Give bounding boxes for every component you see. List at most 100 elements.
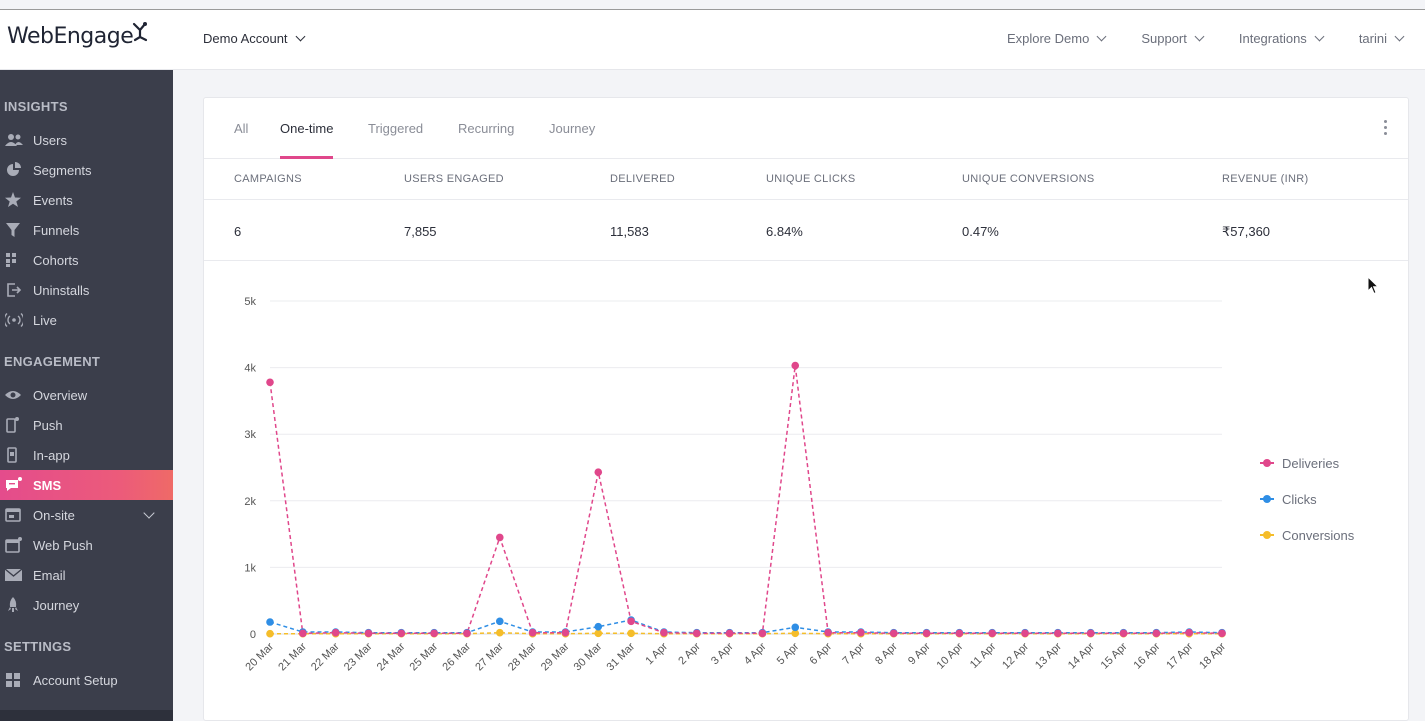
webengage-logo[interactable]: WebEngage	[7, 21, 149, 49]
stat-value-revenue: ₹57,360	[1222, 224, 1271, 239]
sidebar-item-push[interactable]: Push	[0, 410, 173, 440]
sidebar-item-email[interactable]: Email	[0, 560, 173, 590]
x-tick-label: 14 Apr	[1066, 640, 1097, 671]
data-point-deliveries[interactable]	[364, 629, 373, 638]
data-point-deliveries[interactable]	[430, 629, 438, 638]
data-point-deliveries[interactable]	[725, 629, 734, 638]
sidebar-item-label: On-site	[33, 507, 75, 523]
data-point-conversions[interactable]	[791, 629, 800, 638]
x-tick-label: 20 Mar	[243, 640, 276, 673]
data-point-deliveries[interactable]	[266, 378, 274, 387]
legend-item-conversions[interactable]: Conversions	[1260, 517, 1354, 553]
legend-label: Conversions	[1282, 527, 1355, 543]
data-point-deliveries[interactable]	[660, 628, 668, 637]
legend-item-clicks[interactable]: Clicks	[1260, 481, 1354, 517]
data-point-deliveries[interactable]	[758, 629, 767, 638]
more-options-icon[interactable]	[1384, 120, 1388, 135]
sidebar-item-web-push[interactable]: Web Push	[0, 530, 173, 560]
x-tick-label: 7 Apr	[840, 640, 867, 667]
data-point-deliveries[interactable]	[692, 629, 701, 638]
stat-value-campaigns: 6	[234, 224, 242, 239]
data-point-deliveries[interactable]	[627, 617, 635, 626]
data-point-deliveries[interactable]	[824, 628, 832, 637]
sidebar-item-sms[interactable]: SMS	[0, 470, 173, 500]
data-point-deliveries[interactable]	[1021, 629, 1029, 638]
legend-item-deliveries[interactable]: Deliveries	[1260, 445, 1354, 481]
data-point-deliveries[interactable]	[299, 629, 307, 638]
eye-icon	[5, 391, 21, 399]
sidebar-item-in-app[interactable]: In-app	[0, 440, 173, 470]
data-point-deliveries[interactable]	[495, 533, 504, 542]
x-tick-label: 23 Mar	[342, 640, 375, 673]
data-point-deliveries[interactable]	[791, 361, 800, 370]
chevron-down-icon[interactable]	[143, 507, 155, 519]
sidebar-item-live[interactable]: Live	[0, 305, 173, 335]
sidebar-item-events[interactable]: Events	[0, 185, 173, 215]
campaign-type-tabs: All One-time Triggered Recurring Journey	[204, 98, 1408, 159]
data-point-deliveries[interactable]	[561, 628, 570, 637]
logo-bird-icon	[133, 21, 148, 41]
data-point-deliveries[interactable]	[1152, 629, 1161, 638]
sidebar-item-users[interactable]: Users	[0, 125, 173, 155]
message-icon	[6, 477, 22, 491]
sidebar-item-label: Web Push	[33, 537, 93, 553]
data-point-deliveries[interactable]	[1054, 629, 1062, 638]
tab-triggered[interactable]: Triggered	[368, 121, 424, 136]
stat-value-users-engaged: 7,855	[404, 224, 437, 239]
pie-icon	[7, 162, 21, 176]
series-line-clicks	[269, 619, 1223, 634]
data-point-conversions[interactable]	[266, 629, 274, 638]
data-point-deliveries[interactable]	[988, 629, 997, 638]
sidebar-item-on-site[interactable]: On-site	[0, 500, 173, 530]
data-point-deliveries[interactable]	[463, 629, 471, 638]
nav-integrations[interactable]: Integrations	[1239, 31, 1325, 46]
data-point-deliveries[interactable]	[955, 629, 964, 638]
x-tick-label: 28 Mar	[506, 640, 539, 673]
nav-support[interactable]: Support	[1141, 31, 1205, 46]
sidebar-item-label: Account Setup	[33, 672, 118, 688]
sidebar-item-label: Segments	[33, 162, 92, 178]
sidebar-item-account-setup[interactable]: Account Setup	[0, 665, 173, 695]
stats-value-row: 6 7,855 11,583 6.84% 0.47% ₹57,360	[204, 200, 1408, 261]
sidebar-item-funnels[interactable]: Funnels	[0, 215, 173, 245]
tab-all[interactable]: All	[234, 121, 249, 136]
data-point-deliveries[interactable]	[331, 628, 340, 637]
data-point-conversions[interactable]	[594, 629, 603, 638]
sidebar-item-label: Uninstalls	[33, 282, 90, 298]
sidebar-item-journey[interactable]: Journey	[0, 590, 173, 620]
data-point-clicks[interactable]	[266, 618, 274, 626]
data-point-deliveries[interactable]	[857, 628, 865, 637]
data-point-deliveries[interactable]	[922, 629, 931, 638]
data-point-conversions[interactable]	[495, 628, 504, 637]
account-switcher[interactable]: Demo Account	[203, 31, 305, 46]
data-point-deliveries[interactable]	[1218, 629, 1226, 638]
data-point-conversions[interactable]	[627, 629, 635, 638]
data-point-deliveries[interactable]	[397, 629, 406, 638]
data-point-deliveries[interactable]	[1086, 629, 1095, 638]
data-point-deliveries[interactable]	[528, 628, 537, 637]
sidebar-item-overview[interactable]: Overview	[0, 380, 173, 410]
sidebar-item-cohorts[interactable]: Cohorts	[0, 245, 173, 275]
tab-journey[interactable]: Journey	[549, 121, 596, 136]
sidebar-item-segments[interactable]: Segments	[0, 155, 173, 185]
rocket-icon	[8, 597, 18, 612]
tab-recurring[interactable]: Recurring	[458, 121, 515, 136]
sidebar-item-uninstalls[interactable]: Uninstalls	[0, 275, 173, 305]
sidebar-footer	[0, 710, 173, 721]
legend-marker-icon	[1260, 530, 1274, 540]
nav-explore-demo[interactable]: Explore Demo	[1007, 31, 1107, 46]
mobile-app-icon	[7, 447, 17, 463]
nav-user-menu[interactable]: tarini	[1359, 31, 1405, 46]
data-point-clicks[interactable]	[791, 623, 800, 632]
tab-one-time[interactable]: One-time	[280, 121, 334, 159]
sidebar-item-label: Funnels	[33, 222, 80, 238]
data-point-clicks[interactable]	[495, 617, 504, 626]
data-point-deliveries[interactable]	[889, 629, 898, 638]
x-tick-label: 12 Apr	[1000, 640, 1031, 671]
data-point-deliveries[interactable]	[594, 468, 603, 476]
data-point-deliveries[interactable]	[1185, 628, 1193, 637]
data-point-clicks[interactable]	[594, 622, 603, 631]
sidebar-item-label: Events	[33, 192, 73, 208]
data-point-deliveries[interactable]	[1119, 629, 1128, 638]
x-tick-label: 17 Apr	[1164, 640, 1195, 671]
